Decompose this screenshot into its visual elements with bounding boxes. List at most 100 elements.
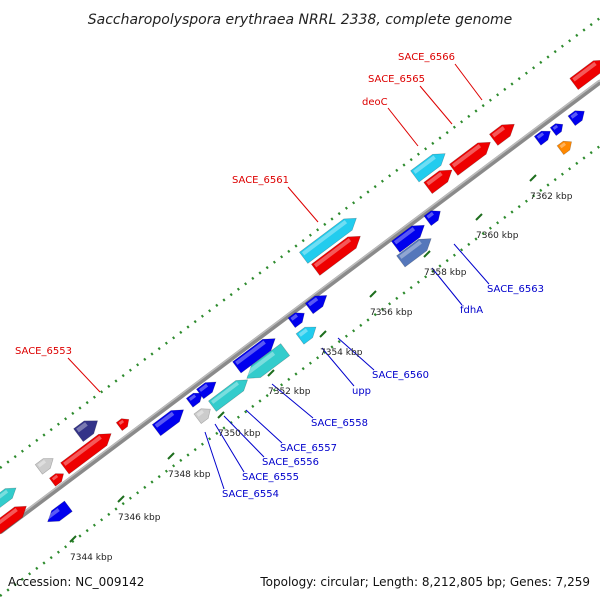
tick-label: 7358 kbp bbox=[424, 268, 467, 278]
gene-sace-6565 bbox=[448, 141, 491, 176]
tick-mark bbox=[475, 213, 483, 221]
tick-label: 7348 kbp bbox=[168, 470, 211, 480]
tick-label: 7344 kbp bbox=[70, 553, 113, 563]
gene-red-2 bbox=[60, 433, 112, 475]
gene-label-sace_6566: SACE_6566 bbox=[398, 52, 455, 63]
gene-label-sace_6565: SACE_6565 bbox=[368, 74, 425, 85]
gene-blue-right-3 bbox=[567, 110, 585, 127]
gene-navy bbox=[73, 420, 99, 443]
gene-blue-upp-neighbor bbox=[287, 312, 305, 329]
gene-orange-shine bbox=[559, 142, 567, 149]
gene-sace-6555-shine bbox=[188, 394, 197, 401]
gene-sace-6566-shine bbox=[572, 61, 597, 82]
genome-summary: Topology: circular; Length: 8,212,805 bp… bbox=[259, 575, 590, 589]
gene-navy-shape bbox=[73, 420, 99, 443]
gene-sace-6565b-shape bbox=[488, 123, 515, 146]
gene-red-2-shape bbox=[60, 433, 112, 475]
gene-sace-6565b-shine bbox=[491, 126, 506, 138]
gene-sace-6557 bbox=[208, 379, 249, 412]
gene-long-blue-shape bbox=[232, 338, 276, 374]
gene-label-sace_6554: SACE_6554 bbox=[222, 489, 279, 500]
gene-navy-shine bbox=[76, 422, 88, 433]
gene-teal-left bbox=[0, 487, 17, 518]
gene-blue-upp-neighbor-shape bbox=[287, 312, 305, 329]
gene-sace-6565b bbox=[488, 123, 515, 146]
gene-label-sace_6553: SACE_6553 bbox=[15, 346, 72, 357]
gene-upp bbox=[295, 326, 317, 345]
gene-sace-6557-shape bbox=[208, 379, 249, 412]
tick-mark bbox=[117, 495, 125, 503]
gene-red-small-2 bbox=[115, 418, 130, 432]
leader-line bbox=[67, 357, 101, 393]
leader-line bbox=[337, 337, 375, 371]
tick-label: 7360 kbp bbox=[476, 231, 519, 241]
gene-teal-left-shine bbox=[0, 489, 9, 510]
tick-label: 7350 kbp bbox=[218, 429, 261, 439]
gene-gray-1-shape bbox=[34, 458, 54, 475]
gene-sace-6554-shape bbox=[151, 409, 185, 437]
gene-sace-6566-shape bbox=[569, 59, 600, 91]
label-leader-lines bbox=[67, 63, 490, 490]
gene-red-2-shine bbox=[63, 435, 102, 466]
gene-sace-6563-small-shine bbox=[426, 211, 434, 219]
gene-label-sace_6561: SACE_6561 bbox=[232, 175, 289, 186]
gene-sace-6558-shine bbox=[244, 351, 276, 376]
gene-small-blue-shape bbox=[195, 381, 217, 400]
leader-line bbox=[287, 186, 319, 223]
gene-gray-1-shine bbox=[37, 459, 47, 468]
gene-blue-right-2-shine bbox=[552, 124, 559, 130]
gene-sace-6556 bbox=[193, 408, 211, 425]
gene-label-sace_6555: SACE_6555 bbox=[242, 472, 299, 483]
gene-red-small-1-shape bbox=[48, 473, 64, 487]
dotted-line-inner-right bbox=[0, 145, 600, 597]
gene-label-sace_6557: SACE_6557 bbox=[280, 443, 337, 454]
leader-line bbox=[223, 415, 265, 458]
map-title: Saccharopolyspora erythraea NRRL 2338, c… bbox=[88, 12, 513, 28]
leader-line bbox=[453, 243, 490, 285]
gene-sace-6563-small-shape bbox=[423, 210, 441, 227]
gene-upp-shape bbox=[295, 326, 317, 345]
gene-red-small-1 bbox=[48, 473, 64, 487]
tick-mark bbox=[267, 369, 275, 377]
gene-sace-6563-shape bbox=[396, 238, 432, 268]
gene-deoC-red-shine bbox=[426, 171, 443, 186]
gene-blue-right-3-shine bbox=[570, 111, 578, 119]
gene-teal-left-shape bbox=[0, 487, 17, 518]
tick-mark bbox=[217, 411, 225, 419]
tick-mark bbox=[167, 452, 175, 460]
gene-sace-6560 bbox=[304, 295, 328, 315]
gene-label-sace_6556: SACE_6556 bbox=[262, 457, 319, 468]
gene-sace-6566 bbox=[569, 59, 600, 91]
gene-red-small-1-shine bbox=[51, 474, 59, 481]
gene-sace-6561-shine bbox=[301, 220, 348, 256]
gene-sace-6555-shape bbox=[185, 392, 203, 408]
genome-backbone bbox=[0, 79, 600, 534]
gene-sace-6563-small bbox=[423, 210, 441, 227]
gene-sace-6561-red-shape bbox=[310, 235, 361, 276]
gene-gray-1 bbox=[34, 458, 54, 475]
gene-long-blue bbox=[232, 338, 276, 374]
tick-mark bbox=[423, 250, 431, 258]
gene-red-left-shine bbox=[0, 508, 18, 532]
leader-line bbox=[387, 107, 419, 147]
gene-red-left bbox=[0, 505, 27, 540]
backbone-highlight bbox=[0, 79, 600, 531]
tick-mark bbox=[529, 174, 537, 182]
gene-small-blue bbox=[195, 381, 217, 400]
leader-line bbox=[431, 267, 463, 306]
leader-line bbox=[321, 347, 355, 387]
gene-sace-6560-shine bbox=[307, 297, 319, 307]
gene-label-deoc: deoC bbox=[362, 97, 388, 108]
gene-sace-6558-shape bbox=[246, 343, 291, 379]
gene-sace-6561 bbox=[298, 217, 357, 264]
backbone-line bbox=[0, 80, 600, 534]
tick-label: 7356 kbp bbox=[370, 308, 413, 318]
leader-line bbox=[454, 63, 483, 101]
gene-blue-near-7346 bbox=[46, 500, 73, 523]
gene-features bbox=[0, 59, 600, 540]
gene-orange-shape bbox=[556, 140, 572, 156]
gene-upp-shine bbox=[298, 328, 308, 337]
gene-red-small-2-shine bbox=[118, 419, 125, 425]
